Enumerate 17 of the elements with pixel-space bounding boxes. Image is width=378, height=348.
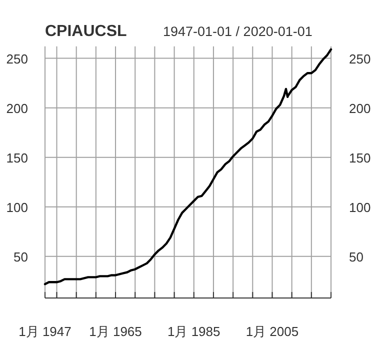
y-tick-label: 50 xyxy=(14,249,28,264)
y-tick-label: 150 xyxy=(6,150,28,166)
y-tick-label: 100 xyxy=(6,200,28,215)
chart-title: CPIAUCSL xyxy=(45,23,128,40)
y2-tick-label: 200 xyxy=(349,100,371,116)
y2-tick-label: 50 xyxy=(349,249,364,264)
y2-tick-label: 250 xyxy=(349,51,371,66)
y-tick-label: 200 xyxy=(6,100,28,116)
y-tick-label: 250 xyxy=(6,51,28,66)
x-tick-label: 1月 1965 xyxy=(89,324,142,339)
chart-subtitle: 1947-01-01 / 2020-01-01 xyxy=(163,24,312,39)
y2-tick-label: 150 xyxy=(349,150,371,166)
x-tick-label: 1月 1985 xyxy=(167,324,220,339)
line-series xyxy=(44,48,332,286)
y2-tick-label: 100 xyxy=(349,200,371,215)
x-tick-label: 1月 1947 xyxy=(18,324,72,339)
x-tick-label: 1月 2005 xyxy=(246,324,299,339)
